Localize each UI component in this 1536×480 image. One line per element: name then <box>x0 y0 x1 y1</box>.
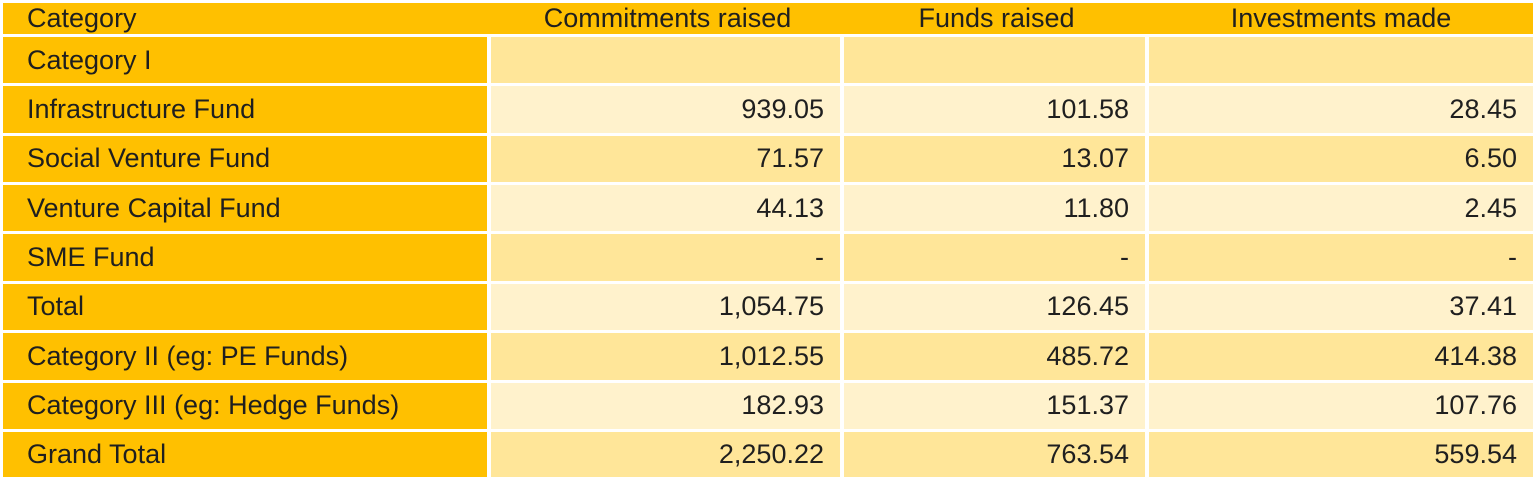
value-cell: 1,012.55 <box>491 333 844 383</box>
value-cell: 414.38 <box>1149 333 1533 383</box>
header-row: Category Commitments raised Funds raised… <box>3 3 1533 37</box>
value-cell: 182.93 <box>491 382 844 432</box>
header-cell-commitments-raised: Commitments raised <box>491 3 844 37</box>
category-cell: Infrastructure Fund <box>3 86 491 136</box>
category-cell: Category III (eg: Hedge Funds) <box>3 382 491 432</box>
category-cell: SME Fund <box>3 234 491 284</box>
value-cell: - <box>1149 234 1533 284</box>
value-cell: 485.72 <box>844 333 1149 383</box>
category-cell: Category I <box>3 37 491 87</box>
value-cell: 1,054.75 <box>491 283 844 334</box>
value-cell <box>1149 37 1533 87</box>
table-row: Total 1,054.75 126.45 37.41 <box>3 283 1533 334</box>
value-cell: 2,250.22 <box>491 431 844 477</box>
header-cell-investments-made: Investments made <box>1149 3 1533 37</box>
table-row: Category I <box>3 37 1533 87</box>
value-cell: - <box>491 234 844 284</box>
value-cell <box>491 37 844 87</box>
table-row: Social Venture Fund 71.57 13.07 6.50 <box>3 135 1533 186</box>
value-cell: 37.41 <box>1149 283 1533 334</box>
category-cell: Total <box>3 283 491 334</box>
data-table: Category Commitments raised Funds raised… <box>3 3 1533 477</box>
table-row: Category II (eg: PE Funds) 1,012.55 485.72… <box>3 333 1533 383</box>
value-cell: - <box>844 234 1149 284</box>
value-cell: 71.57 <box>491 135 844 186</box>
value-cell: 107.76 <box>1149 382 1533 432</box>
value-cell: 44.13 <box>491 185 844 235</box>
category-cell: Venture Capital Fund <box>3 185 491 235</box>
table-row: Grand Total 2,250.22 763.54 559.54 <box>3 431 1533 477</box>
value-cell: 28.45 <box>1149 86 1533 136</box>
category-cell: Grand Total <box>3 431 491 477</box>
table-row: Infrastructure Fund 939.05 101.58 28.45 <box>3 86 1533 136</box>
header-cell-funds-raised: Funds raised <box>844 3 1149 37</box>
value-cell: 126.45 <box>844 283 1149 334</box>
table-row: Venture Capital Fund 44.13 11.80 2.45 <box>3 185 1533 235</box>
value-cell: 13.07 <box>844 135 1149 186</box>
value-cell: 6.50 <box>1149 135 1533 186</box>
category-cell: Social Venture Fund <box>3 135 491 186</box>
value-cell: 939.05 <box>491 86 844 136</box>
value-cell <box>844 37 1149 87</box>
value-cell: 151.37 <box>844 382 1149 432</box>
table-row: SME Fund - - - <box>3 234 1533 284</box>
category-cell: Category II (eg: PE Funds) <box>3 333 491 383</box>
value-cell: 11.80 <box>844 185 1149 235</box>
value-cell: 559.54 <box>1149 431 1533 477</box>
table-body: Category I Infrastructure Fund 939.05 101.5… <box>3 37 1533 477</box>
value-cell: 763.54 <box>844 431 1149 477</box>
table-row: Category III (eg: Hedge Funds) 182.93 151.… <box>3 382 1533 432</box>
value-cell: 101.58 <box>844 86 1149 136</box>
value-cell: 2.45 <box>1149 185 1533 235</box>
header-cell-category: Category <box>3 3 491 37</box>
